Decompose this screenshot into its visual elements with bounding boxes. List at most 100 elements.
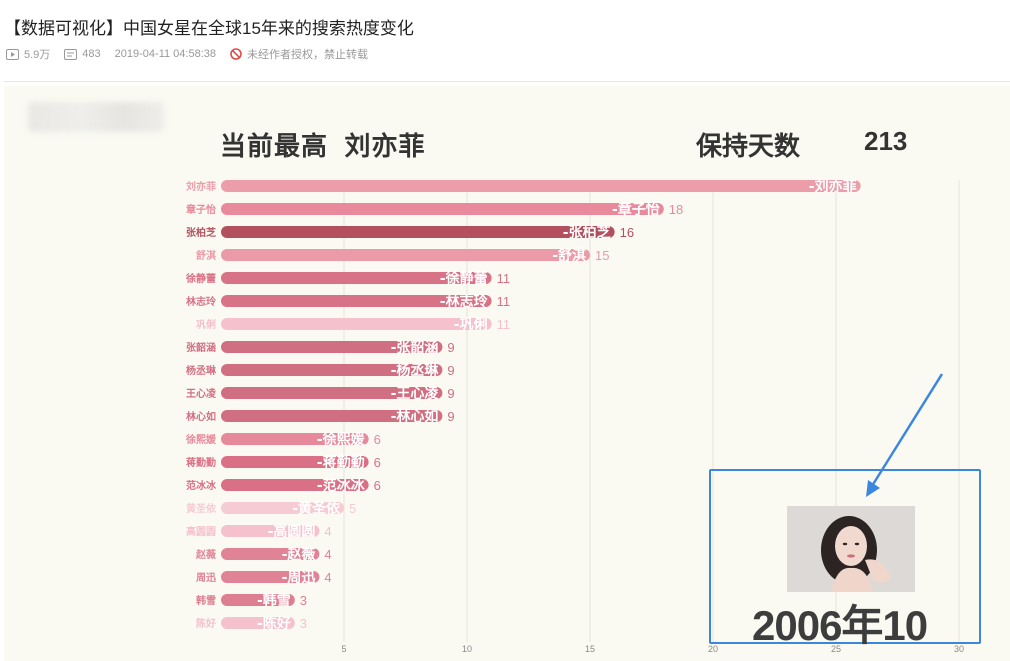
leader-name: 刘亦菲 (344, 131, 426, 161)
category-label: 林志玲 (186, 295, 217, 308)
value-label: 18 (669, 202, 683, 217)
bar (221, 456, 369, 468)
value-label: 4 (324, 570, 331, 585)
copyright-text: 未经作者授权，禁止转载 (246, 49, 368, 61)
category-label: 张韶涵 (186, 341, 216, 354)
play-icon (6, 48, 19, 60)
bar (221, 226, 615, 238)
bar (221, 525, 320, 537)
x-tick-label: 25 (831, 644, 841, 654)
bar (221, 548, 320, 560)
category-label: 周迅 (196, 571, 216, 584)
bar-label: -范冰冰 (317, 477, 366, 494)
highlight-box (709, 469, 981, 644)
forbidden-icon (230, 48, 242, 60)
category-label: 韩雪 (196, 594, 216, 607)
danmaku-icon (64, 48, 78, 60)
bar-label: -高圆圆 (268, 523, 316, 540)
category-label: 杨丞琳 (186, 364, 217, 377)
category-label: 舒淇 (196, 249, 216, 262)
bar-label: -张韶涵 (391, 339, 439, 356)
bar-label: -巩俐 (454, 316, 488, 333)
leader-label: 当前最高 (220, 131, 329, 161)
value-label: 6 (374, 432, 381, 447)
bar (221, 387, 443, 399)
bar (221, 272, 492, 284)
bar-label: -王心凌 (391, 385, 440, 402)
bar-label: -徐静蕾 (440, 270, 488, 287)
bar-label: -蒋勤勤 (317, 454, 365, 471)
category-label: 徐静蕾 (185, 272, 216, 285)
bar-label: -章子怡 (612, 201, 660, 218)
value-label: 11 (497, 317, 511, 332)
x-tick-label: 30 (954, 644, 964, 654)
bar-label: -徐熙媛 (317, 431, 366, 448)
bar (221, 479, 369, 491)
portrait-image (787, 506, 915, 592)
bar (221, 180, 861, 192)
category-label: 林心如 (186, 410, 216, 423)
bar (221, 295, 492, 307)
value-label: 3 (300, 616, 307, 631)
category-label: 高圆圆 (186, 525, 216, 538)
value-label: 11 (497, 271, 511, 286)
bar (221, 341, 443, 353)
bar-label: -赵薇 (282, 546, 316, 563)
video-player[interactable]: 当前最高 刘亦菲 保持天数 213 5101520253035刘亦菲-刘亦菲章子… (4, 86, 1010, 661)
divider (4, 81, 1010, 82)
bar (221, 318, 492, 330)
bar-label: -刘亦菲 (809, 178, 857, 195)
category-label: 蒋勤勤 (186, 456, 216, 469)
bar (221, 249, 590, 261)
value-label: 5 (349, 501, 356, 516)
bar (221, 502, 344, 514)
x-tick-label: 10 (462, 644, 472, 654)
bar (221, 571, 320, 583)
views-stat: 5.9万 (6, 46, 50, 62)
value-label: 9 (447, 363, 454, 378)
bar (221, 203, 664, 215)
danmaku-stat: 483 (64, 48, 101, 60)
bar (221, 617, 295, 629)
days-label: 保持天数 (696, 131, 801, 161)
bar-label: -杨丞琳 (391, 362, 440, 379)
category-label: 张柏芝 (186, 226, 216, 239)
days-value: 213 (864, 126, 908, 156)
blurred-watermark (28, 102, 164, 132)
bar (221, 364, 443, 376)
bar-label: -张柏芝 (563, 224, 611, 241)
bar-label: -周迅 (282, 570, 316, 586)
bar (221, 433, 369, 445)
value-label: 6 (374, 455, 381, 470)
category-label: 陈好 (196, 617, 216, 630)
bar-label: -陈好 (257, 615, 291, 632)
value-label: 3 (300, 593, 307, 608)
leader-heading: 当前最高 刘亦菲 (220, 126, 425, 163)
x-tick-label: 5 (341, 644, 346, 654)
category-label: 徐熙媛 (185, 433, 217, 446)
views-count: 5.9万 (24, 49, 51, 61)
category-label: 黄圣依 (186, 502, 217, 515)
bar-chart: 5101520253035刘亦菲-刘亦菲章子怡-章子怡18张柏芝-张柏芝16舒淇… (185, 178, 964, 654)
danmaku-count: 483 (82, 48, 101, 60)
video-meta: 5.9万 483 2019-04-11 04:58:38 未经作者授权，禁止转载 (6, 46, 382, 62)
value-label: 15 (595, 248, 609, 263)
value-label: 16 (620, 225, 634, 240)
copyright-notice: 未经作者授权，禁止转载 (230, 46, 368, 62)
x-tick-label: 15 (585, 644, 595, 654)
publish-datetime: 2019-04-11 04:58:38 (114, 48, 216, 60)
bar-label: -林志玲 (440, 293, 489, 310)
bar-label: -韩雪 (257, 592, 291, 609)
category-label: 章子怡 (186, 203, 216, 216)
value-label: 11 (497, 294, 511, 309)
category-label: 王心凌 (186, 387, 217, 400)
x-tick-label: 20 (708, 644, 718, 654)
value-label: 4 (324, 524, 331, 539)
bar-label: -黄圣依 (292, 500, 341, 517)
category-label: 巩俐 (196, 318, 216, 331)
value-label: 9 (447, 340, 454, 355)
video-title: 【数据可视化】中国女星在全球15年来的搜索热度变化 (4, 19, 414, 38)
bar-label: -林心如 (391, 408, 439, 425)
category-label: 范冰冰 (186, 479, 217, 492)
